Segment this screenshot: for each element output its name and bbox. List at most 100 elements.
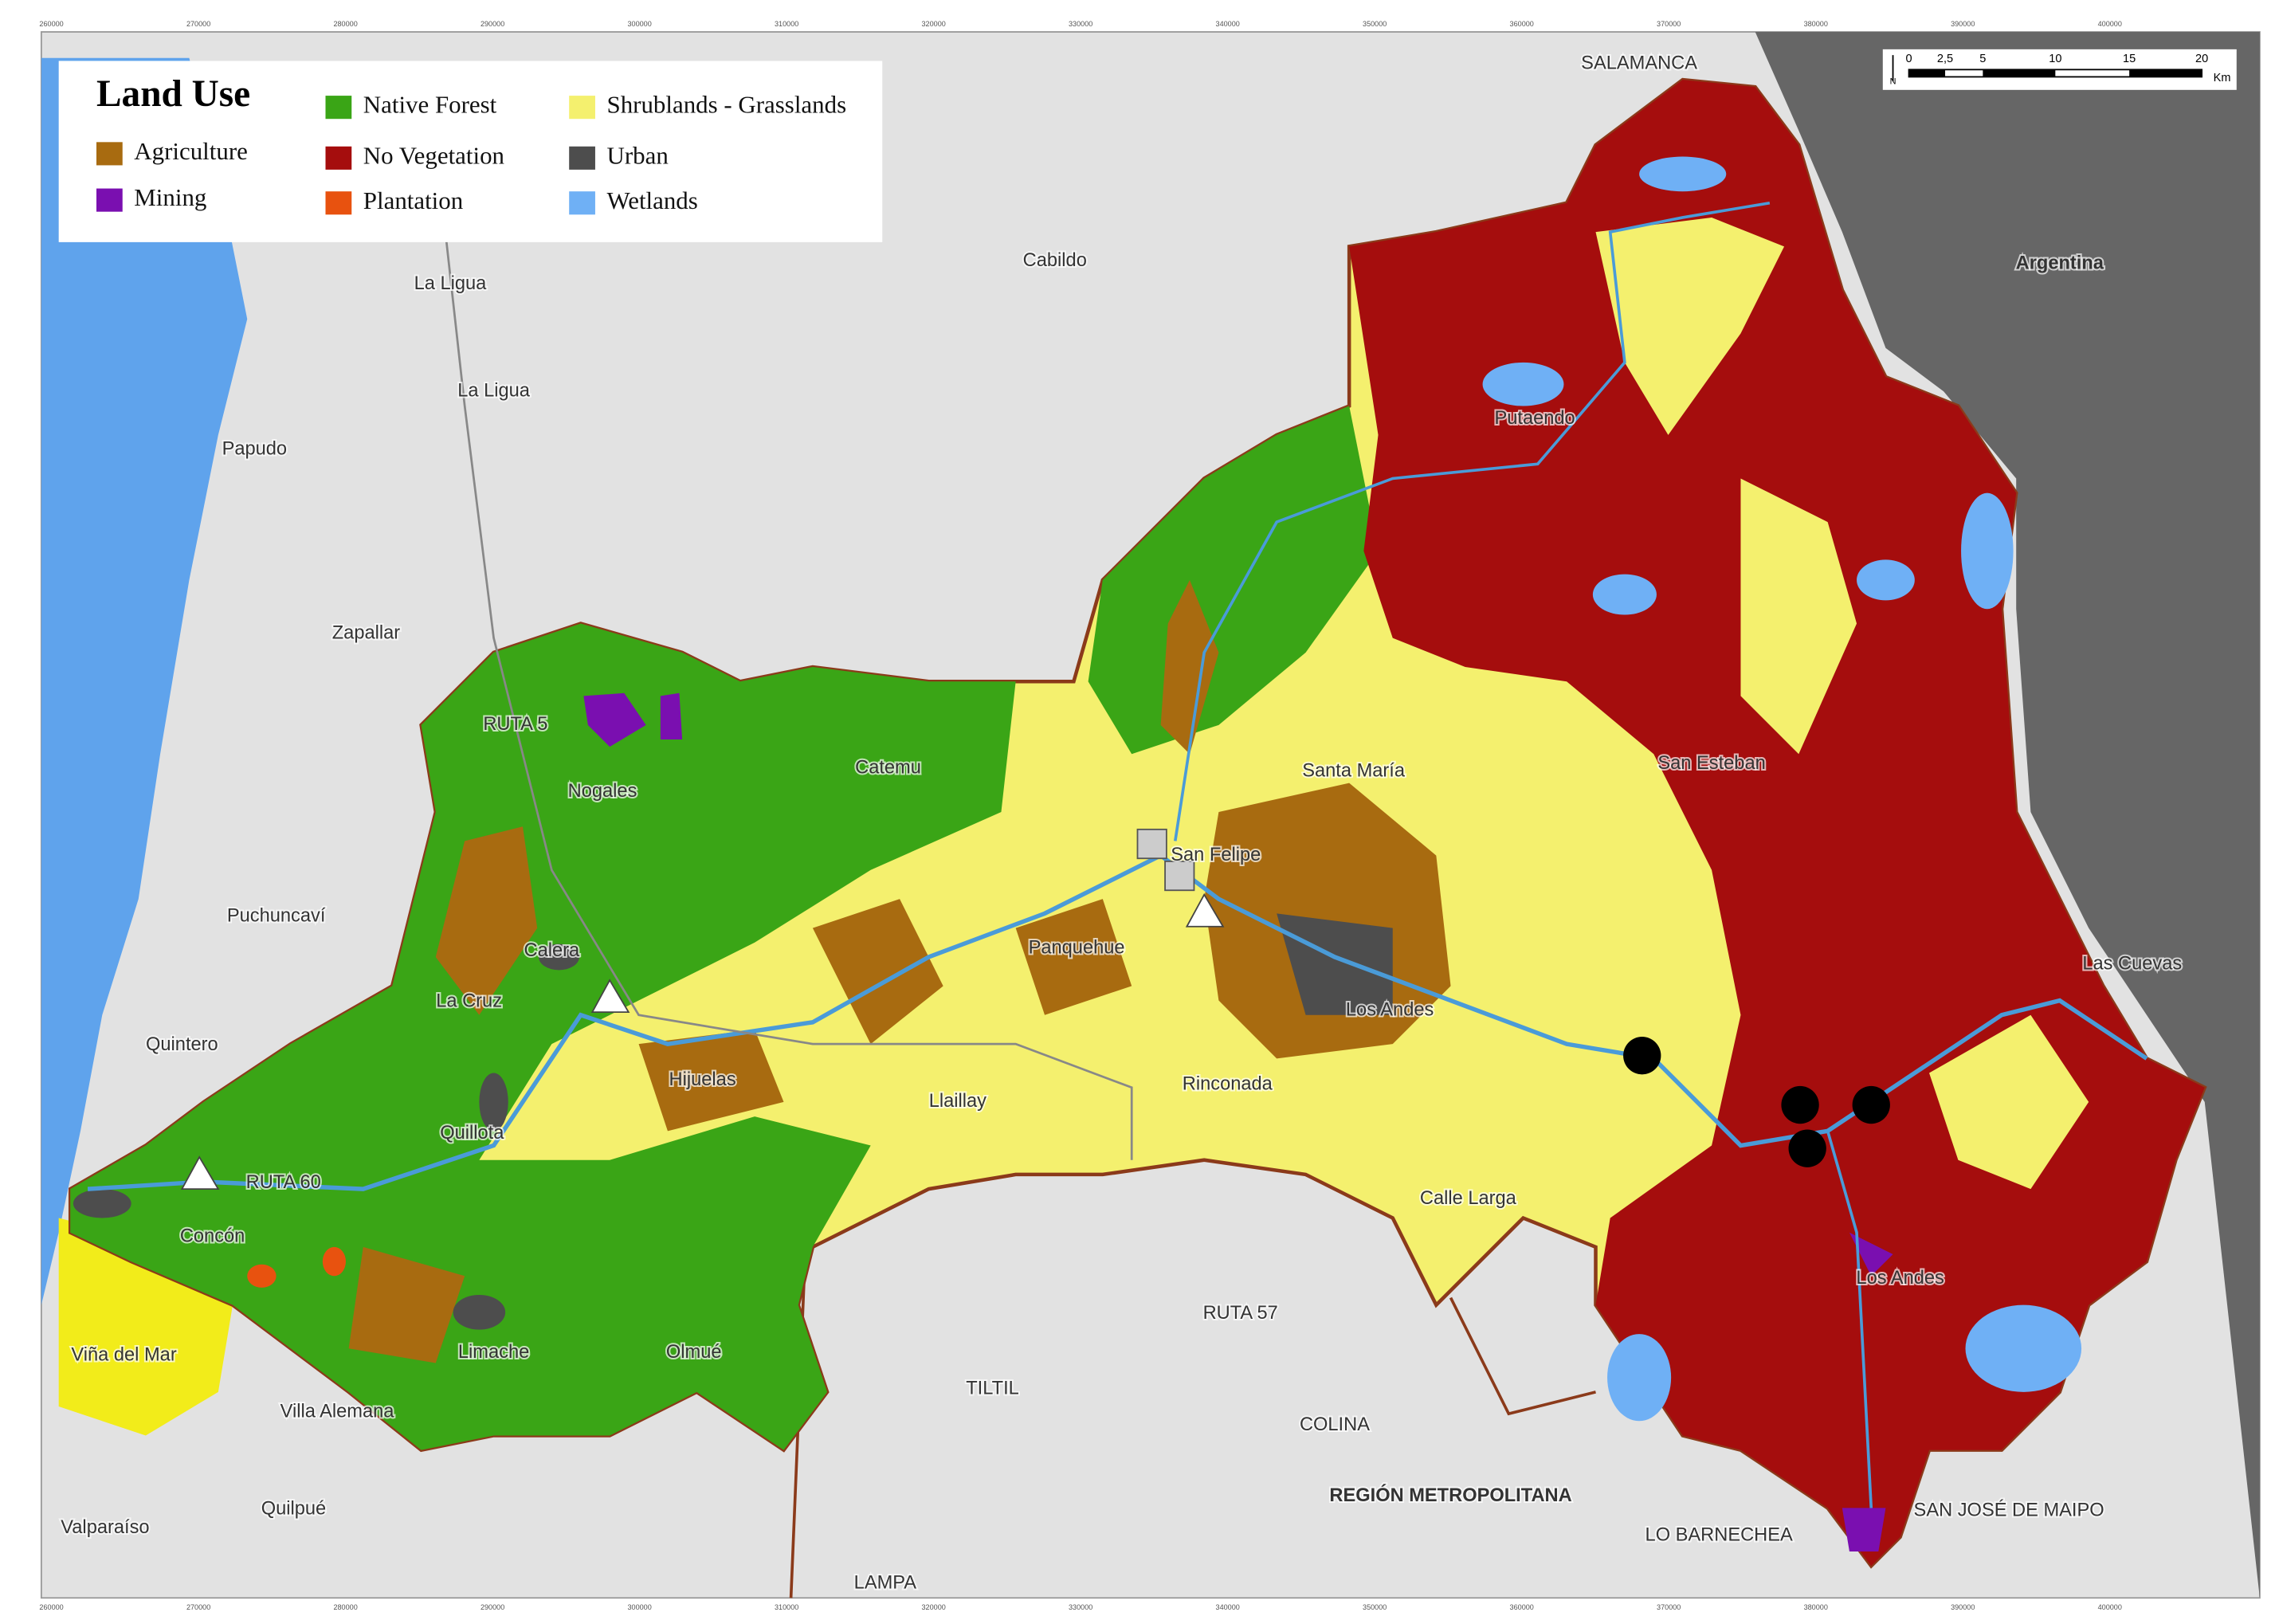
scale-tick-label: 10 [2049, 53, 2061, 65]
place-label: COLINA [1300, 1414, 1370, 1435]
grid-label: 290000 [480, 1603, 504, 1611]
place-label: Villa Alemana [280, 1402, 395, 1422]
legend-label: Shrublands - Grasslands [607, 91, 847, 119]
legend-swatch [325, 146, 352, 170]
grid-label: 280000 [333, 1603, 357, 1611]
legend-swatch [96, 188, 123, 212]
place-label: Zapallar [332, 622, 401, 643]
place-label: Catemu [855, 758, 921, 779]
grid-label: 270000 [186, 20, 210, 28]
place-label: LO BARNECHEA [1645, 1524, 1793, 1545]
legend-label: Mining [134, 183, 206, 211]
legend: Land Use Agriculture Mining Native Forest N… [58, 61, 883, 242]
place-label: Olmué [666, 1342, 722, 1363]
place-label: REGIÓN METROPOLITANA [1329, 1484, 1571, 1506]
legend-label: Plantation [363, 186, 463, 214]
legend-label: No Vegetation [363, 141, 504, 169]
grid-label: 370000 [1657, 20, 1681, 28]
markers [180, 828, 1890, 1191]
plantation-patch [247, 1246, 346, 1288]
scale-tick-label: 0 [1906, 53, 1912, 65]
grid-label: 260000 [39, 1603, 63, 1611]
scale-tick-label: 15 [2123, 53, 2136, 65]
station-circle [1852, 1085, 1890, 1124]
place-label: Putaendo [1494, 408, 1575, 429]
legend-swatch [569, 191, 595, 215]
grid-label: 320000 [922, 20, 946, 28]
place-label: Papudo [222, 438, 288, 459]
place-label: SAN JOSÉ DE MAIPO [1914, 1499, 2104, 1520]
place-label: Panquehue [1029, 937, 1125, 958]
place-label: Concón [180, 1226, 245, 1246]
grid-label: 290000 [480, 20, 504, 28]
station-triangle [590, 979, 630, 1014]
place-label: Llaillay [929, 1091, 986, 1112]
station-square [1136, 828, 1167, 860]
place-label: Argentina [2016, 253, 2104, 273]
scale-segment [2129, 69, 2202, 77]
legend-swatch [569, 96, 595, 120]
grid-label: 310000 [775, 1603, 798, 1611]
legend-label: Wetlands [607, 186, 698, 214]
station-triangle [1185, 892, 1225, 928]
place-label: Cabildo [1023, 250, 1087, 271]
place-label: LAMPA [854, 1572, 917, 1593]
place-label: Las Cuevas [2082, 953, 2182, 974]
grid-label: 360000 [1510, 20, 1534, 28]
legend-title: Land Use [96, 73, 250, 115]
grid-label: 380000 [1804, 20, 1828, 28]
scale-bar: N Km 0 2,5 5 10 15 20 [1882, 49, 2237, 90]
bare-area [1349, 80, 2205, 1567]
place-label: San Felipe [1171, 845, 1261, 865]
grid-label: 280000 [333, 20, 357, 28]
place-label: La Ligua [457, 381, 531, 402]
grid-label: 360000 [1510, 1603, 1534, 1611]
scale-segment [1908, 69, 1946, 77]
river [87, 853, 2148, 1191]
shrubland-patch [1595, 217, 2089, 1190]
north-label: N [1890, 77, 1896, 87]
place-label: Limache [458, 1342, 529, 1363]
place-label: La Cruz [436, 991, 502, 1012]
scale-tick-label: 5 [1979, 53, 1986, 65]
river [1826, 1130, 1873, 1508]
scale-unit: Km [2214, 72, 2231, 84]
legend-label: Agriculture [134, 137, 248, 165]
place-label: Nogales [568, 781, 637, 802]
legend-swatch [96, 142, 123, 166]
grid-label: 390000 [1951, 1603, 1975, 1611]
place-label: Calle Larga [1420, 1188, 1517, 1209]
grid-label: 340000 [1216, 20, 1240, 28]
grid-label: 320000 [922, 1603, 946, 1611]
grid-label: 400000 [2098, 1603, 2122, 1611]
ocean [41, 57, 248, 1305]
place-label: Valparaíso [61, 1517, 149, 1538]
grid-label: 270000 [186, 1603, 210, 1611]
place-label: Los Andes [1856, 1268, 1944, 1289]
station-circle [1781, 1085, 1819, 1124]
grid-label: 350000 [1363, 20, 1387, 28]
forest-area [70, 623, 1016, 1450]
grid-label: 330000 [1069, 1603, 1092, 1611]
scale-tick-label: 20 [2195, 53, 2208, 65]
grid-label: 370000 [1657, 1603, 1681, 1611]
place-label: Los Andes [1346, 1000, 1434, 1021]
place-label: Viña del Mar [71, 1345, 176, 1366]
place-label: RUTA 57 [1203, 1303, 1278, 1324]
place-label: Quilpué [261, 1498, 326, 1519]
grid-label: 390000 [1951, 20, 1975, 28]
station-triangle [180, 1155, 220, 1191]
place-label: RUTA 5 [483, 714, 547, 735]
grid-label: 300000 [627, 1603, 651, 1611]
place-label: Calera [524, 940, 580, 961]
grid-label: 380000 [1804, 1603, 1828, 1611]
forest-area [1088, 406, 1379, 755]
mining-patch [583, 692, 1893, 1552]
grid-labels: 260000 260000 270000 270000 280000 280000 2900… [39, 20, 2121, 1611]
place-label: San Esteban [1657, 753, 1765, 774]
grid-label: 260000 [39, 20, 63, 28]
grid-label: 300000 [627, 20, 651, 28]
station-circle [1788, 1129, 1826, 1167]
place-label: Quintero [146, 1034, 218, 1055]
